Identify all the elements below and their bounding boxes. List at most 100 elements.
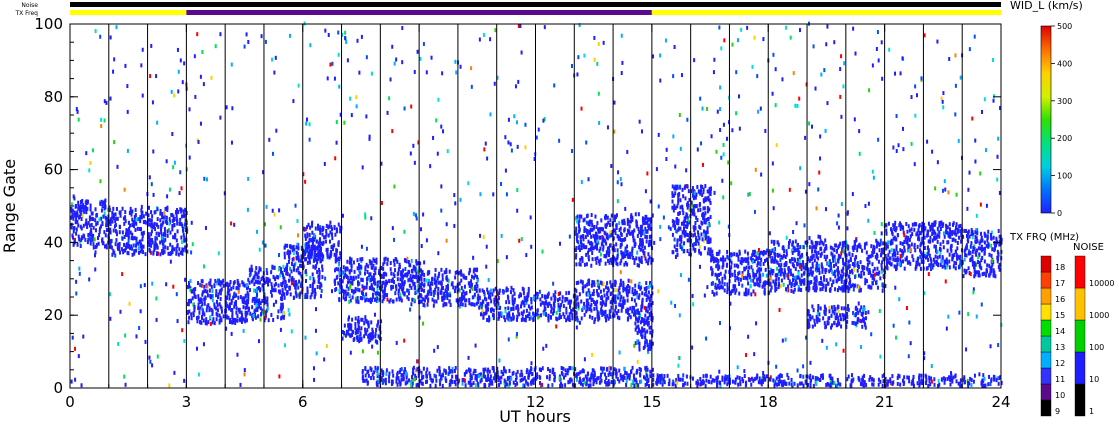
- echo-point: [399, 277, 402, 282]
- echo-point: [140, 212, 143, 217]
- echo-point: [696, 238, 699, 243]
- echo-point: [410, 268, 413, 273]
- echo-point: [876, 285, 879, 290]
- echo-point: [292, 278, 295, 283]
- echo-point: [295, 255, 298, 260]
- echo-point: [536, 295, 539, 300]
- echo-point: [635, 256, 638, 261]
- echo-point: [348, 279, 351, 284]
- echo-point: [585, 304, 588, 309]
- echo-point: [837, 256, 840, 261]
- echo-point: [706, 230, 709, 235]
- echo-point: [768, 270, 771, 275]
- echo-point: [909, 234, 912, 239]
- echo-point: [825, 278, 828, 283]
- scatter-point: [983, 97, 986, 102]
- scatter-point: [824, 128, 827, 133]
- scatter-point: [618, 379, 621, 384]
- echo-point: [609, 314, 612, 319]
- echo-point: [91, 237, 94, 242]
- echo-point: [610, 305, 613, 310]
- echo-point: [568, 312, 571, 317]
- scatter-point: [324, 28, 327, 33]
- top-status-bars: Noise TX Freq: [14, 2, 1001, 17]
- echo-point: [872, 269, 875, 274]
- echo-point: [289, 292, 292, 297]
- echo-point: [333, 243, 336, 248]
- echo-point: [151, 214, 154, 219]
- scatter-point: [618, 350, 621, 355]
- scatter-point: [329, 62, 332, 67]
- echo-point: [730, 260, 733, 265]
- echo-point: [213, 321, 216, 326]
- echo-point: [399, 285, 402, 290]
- echo-point: [804, 240, 807, 245]
- echo-point: [270, 289, 273, 294]
- echo-point: [606, 215, 609, 220]
- echo-point: [135, 221, 138, 226]
- echo-point: [281, 273, 284, 278]
- echo-point: [433, 290, 436, 295]
- echo-point: [233, 292, 236, 297]
- echo-point: [189, 287, 192, 292]
- echo-point: [608, 260, 611, 265]
- echo-point: [709, 247, 712, 252]
- echo-point: [693, 242, 696, 247]
- echo-point: [344, 266, 347, 271]
- echo-point: [606, 292, 609, 297]
- scatter-point: [775, 143, 778, 148]
- echo-point: [165, 215, 168, 220]
- scatter-point: [699, 96, 702, 101]
- echo-point: [492, 316, 495, 321]
- echo-point: [791, 242, 794, 247]
- echo-point: [556, 317, 559, 322]
- echo-point: [137, 246, 140, 251]
- scatter-point: [401, 60, 404, 65]
- echo-point: [671, 193, 674, 198]
- scatter-point: [923, 351, 926, 356]
- echo-point: [753, 253, 756, 258]
- echo-point: [746, 259, 749, 264]
- scatter-point: [809, 360, 812, 365]
- echo-point: [792, 245, 795, 250]
- echo-point: [686, 202, 689, 207]
- scatter-point: [942, 105, 945, 110]
- echo-point: [598, 261, 601, 266]
- echo-point: [276, 315, 279, 320]
- echo-point: [445, 302, 448, 307]
- echo-point: [636, 294, 639, 299]
- echo-point: [166, 233, 169, 238]
- scatter-point: [748, 191, 751, 196]
- echo-point: [444, 288, 447, 293]
- echo-point: [770, 258, 773, 263]
- echo-point: [787, 284, 790, 289]
- echo-point: [111, 252, 114, 257]
- echo-point: [872, 273, 875, 278]
- echo-point: [329, 252, 332, 257]
- echo-point: [92, 242, 95, 247]
- echo-point: [214, 278, 217, 283]
- echo-point: [831, 270, 834, 275]
- echo-point: [300, 264, 303, 269]
- echo-point: [320, 294, 323, 299]
- scatter-point: [845, 324, 848, 329]
- echo-point: [350, 268, 353, 273]
- echo-point: [577, 240, 580, 245]
- scatter-point: [575, 377, 578, 382]
- echo-point: [211, 320, 214, 325]
- scatter-point: [755, 321, 758, 326]
- scatter-point: [520, 50, 523, 55]
- scatter-point: [442, 129, 445, 134]
- scatter-point: [795, 221, 798, 226]
- echo-point: [218, 318, 221, 323]
- echo-point: [815, 283, 818, 288]
- echo-point: [680, 234, 683, 239]
- echo-point: [375, 257, 378, 262]
- echo-point: [729, 258, 732, 263]
- echo-point: [576, 295, 579, 300]
- echo-point: [219, 297, 222, 302]
- echo-point: [305, 249, 308, 254]
- echo-point: [530, 297, 533, 302]
- echo-point: [633, 260, 636, 265]
- echo-point: [468, 271, 471, 276]
